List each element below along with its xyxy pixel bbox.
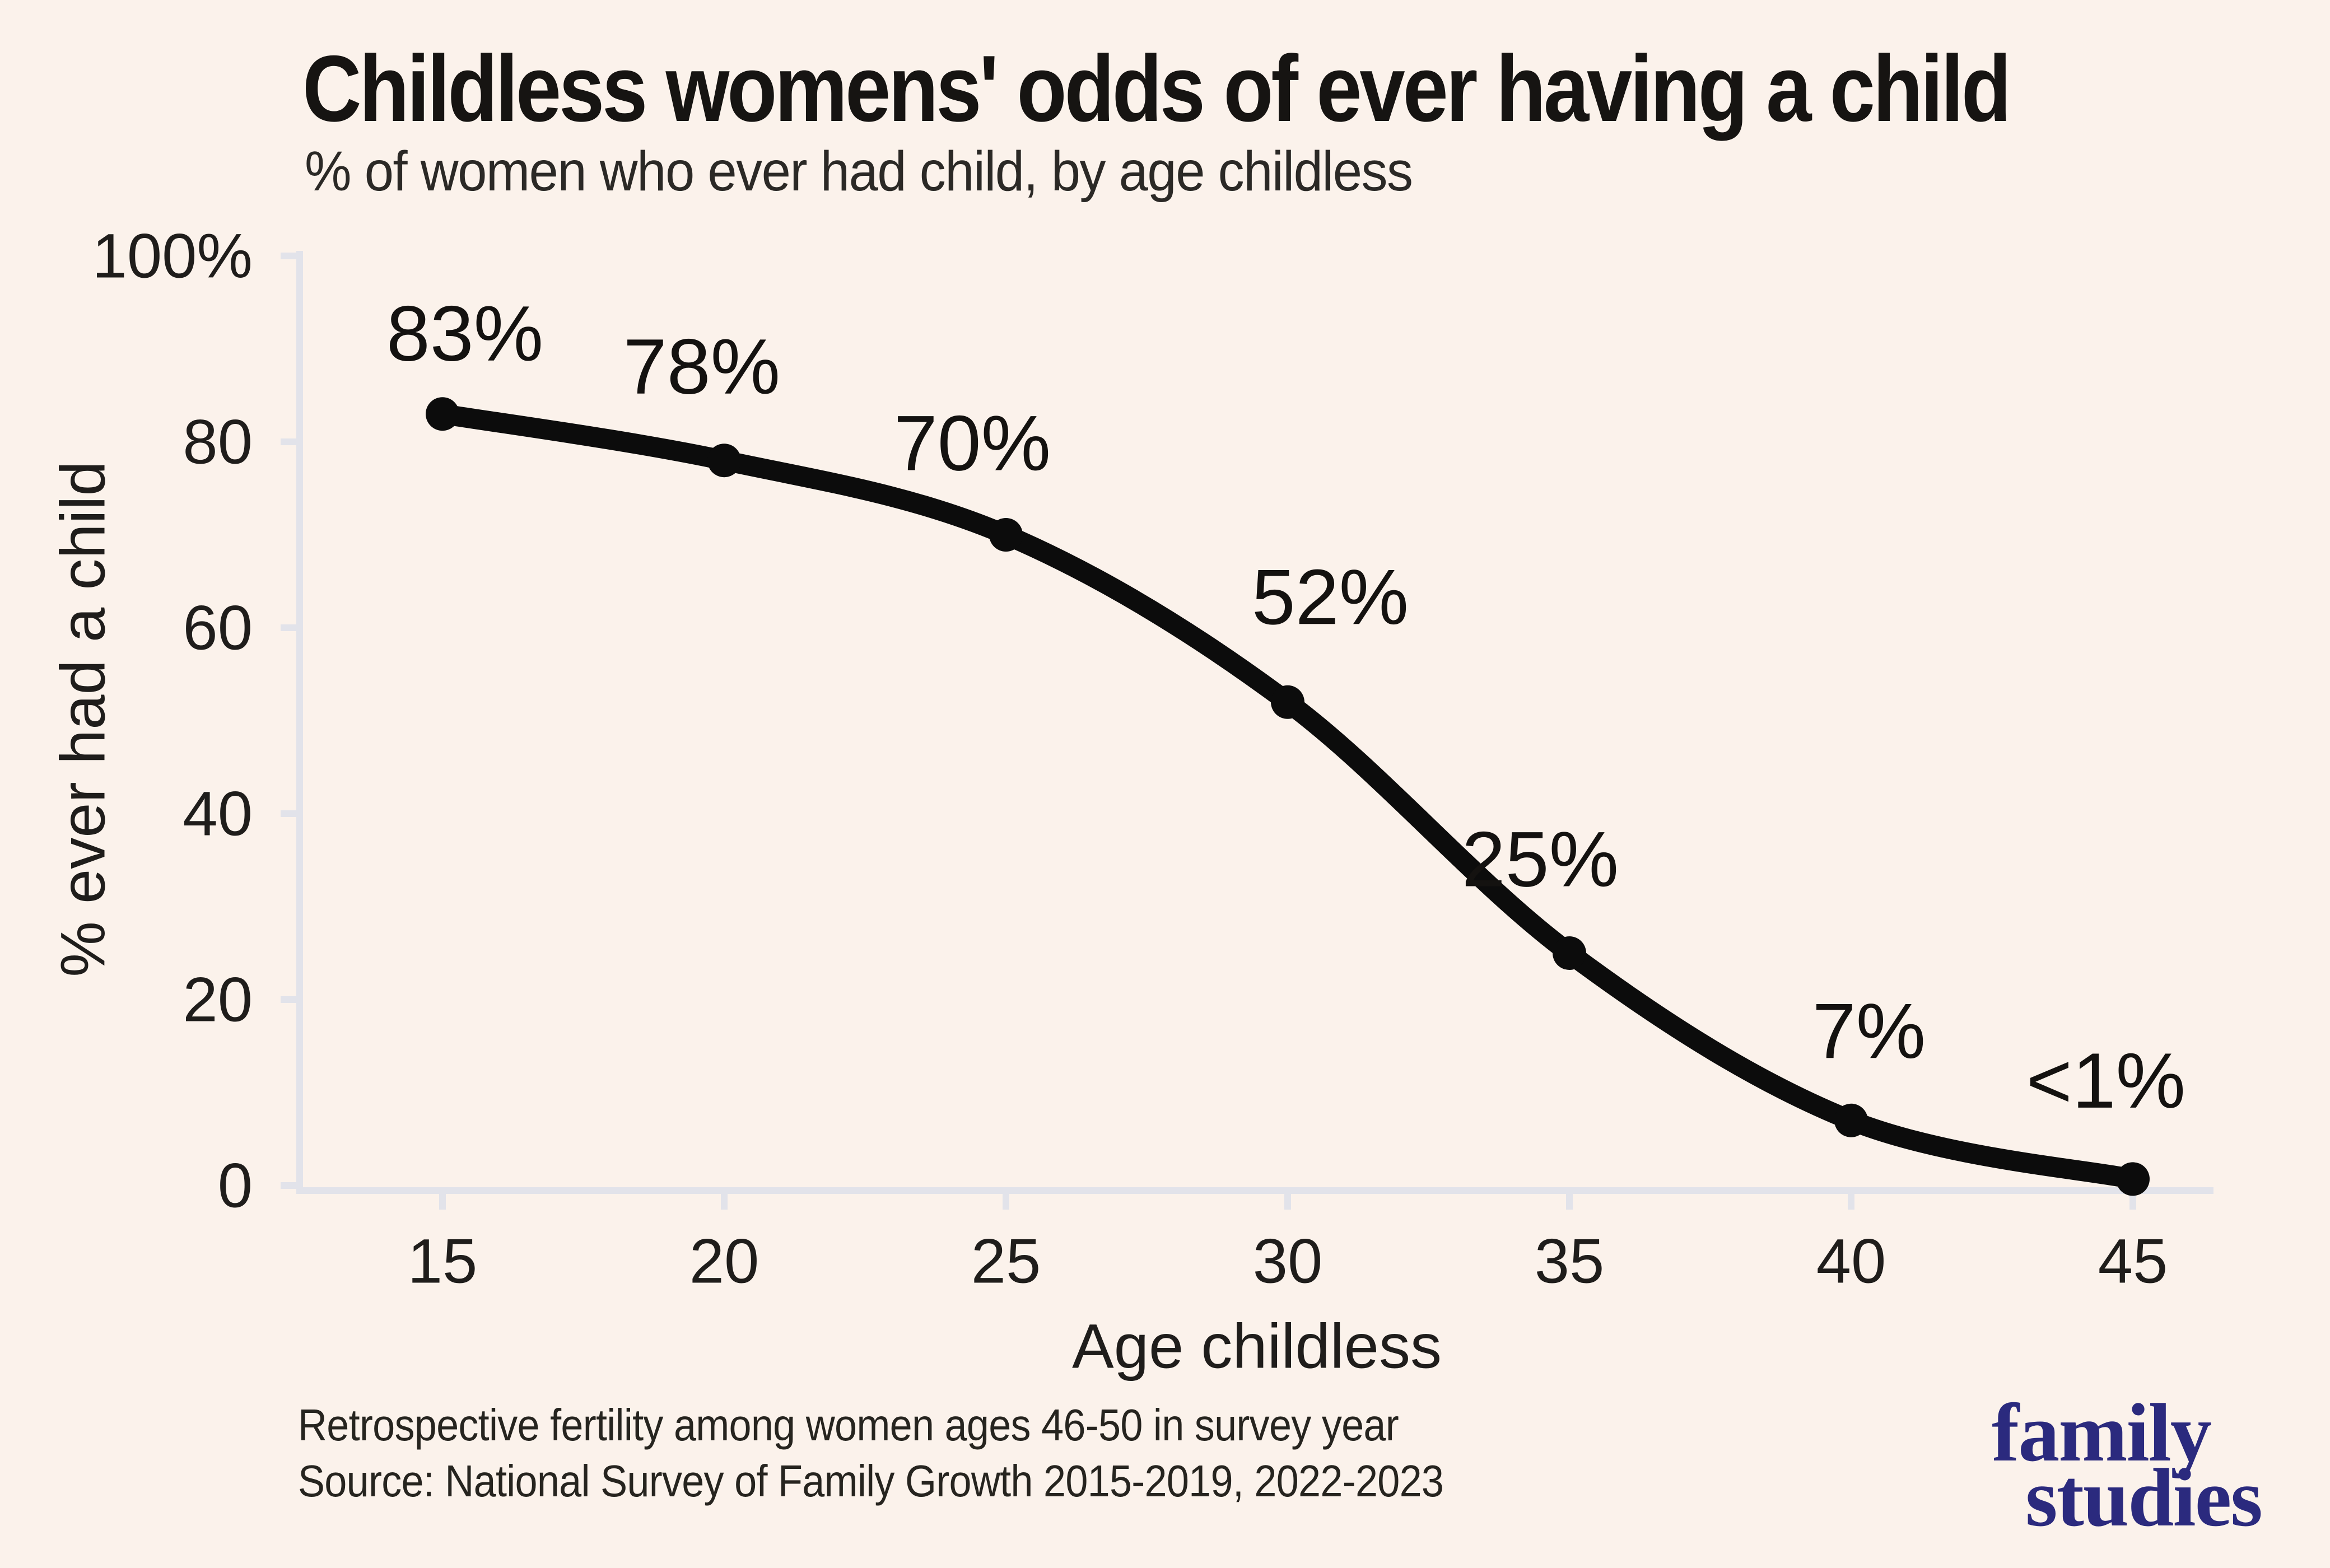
data-point-label: 52% bbox=[1252, 553, 1409, 641]
y-tick-label: 0 bbox=[218, 1151, 253, 1221]
y-tick-label: 20 bbox=[183, 965, 253, 1035]
page-title: Childless womens' odds of ever having a … bbox=[302, 36, 2011, 141]
data-point-label: 70% bbox=[894, 399, 1051, 487]
data-point-label: 83% bbox=[386, 290, 543, 377]
y-axis-title: % ever had a child bbox=[48, 461, 118, 977]
data-point bbox=[426, 397, 459, 431]
caption-source: Source: National Survey of Family Growth… bbox=[298, 1458, 1444, 1508]
logo-word-studies: studies bbox=[2025, 1454, 2263, 1546]
x-tick-label: 15 bbox=[408, 1226, 478, 1296]
caption-note: Retrospective fertility among women ages… bbox=[298, 1402, 1399, 1452]
logo-word-family: family bbox=[1992, 1389, 2212, 1481]
x-tick-label: 25 bbox=[971, 1226, 1041, 1296]
data-point bbox=[707, 444, 741, 478]
data-point-label: <1% bbox=[2026, 1037, 2185, 1124]
data-point-label: 7% bbox=[1812, 987, 1926, 1075]
x-tick-label: 35 bbox=[1535, 1226, 1605, 1296]
x-tick-label: 20 bbox=[689, 1226, 759, 1296]
chart-caption: Retrospective fertility among women ages… bbox=[298, 1400, 1444, 1512]
data-point-label: 25% bbox=[1462, 815, 1619, 903]
y-tick-label: 100% bbox=[92, 221, 253, 291]
y-tick-label: 60 bbox=[183, 593, 253, 663]
data-point bbox=[1271, 685, 1304, 719]
x-tick-label: 30 bbox=[1253, 1226, 1323, 1296]
y-tick-label: 80 bbox=[183, 407, 253, 477]
data-point bbox=[2116, 1162, 2150, 1196]
x-tick-label: 45 bbox=[2098, 1226, 2168, 1296]
data-point-label: 78% bbox=[623, 323, 780, 410]
data-point bbox=[1834, 1103, 1868, 1137]
data-point bbox=[1553, 936, 1586, 970]
x-axis-title: Age childless bbox=[1072, 1312, 1442, 1382]
data-point bbox=[989, 518, 1023, 552]
page-subtitle: % of women who ever had child, by age ch… bbox=[305, 141, 1413, 204]
x-tick-label: 40 bbox=[1816, 1226, 1886, 1296]
y-tick-label: 40 bbox=[183, 779, 253, 849]
